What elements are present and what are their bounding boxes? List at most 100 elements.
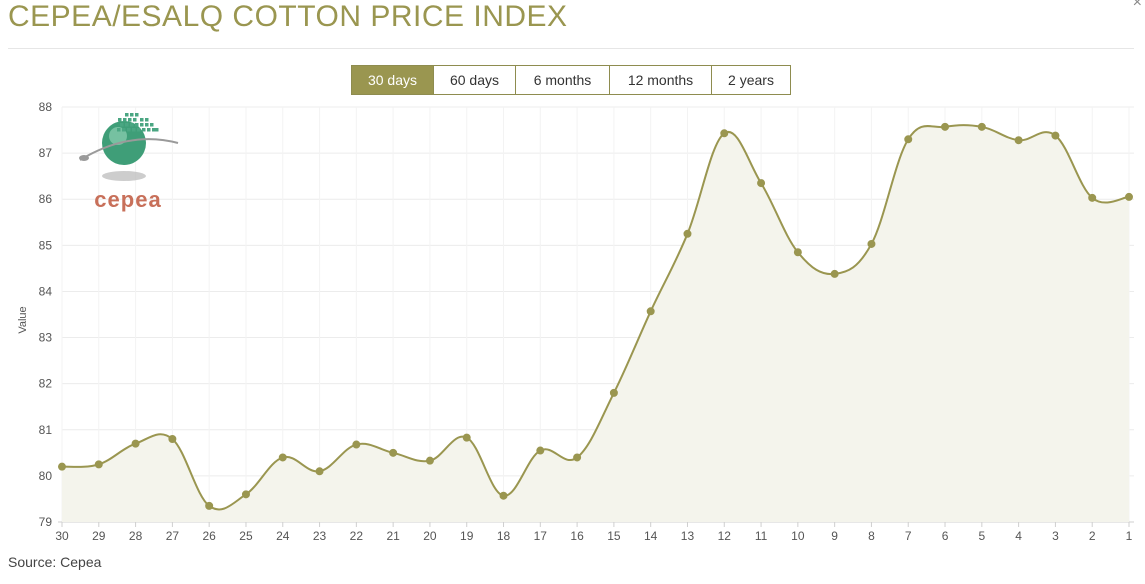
data-point-25[interactable] bbox=[241, 490, 250, 499]
logo-pixel bbox=[152, 128, 156, 132]
cepea-logo: cepea bbox=[79, 113, 179, 212]
data-point-1[interactable] bbox=[1125, 192, 1133, 201]
x-tick-label: 13 bbox=[681, 529, 695, 543]
logo-pixel bbox=[130, 113, 134, 117]
data-point-14[interactable] bbox=[646, 307, 655, 316]
x-tick-label: 23 bbox=[313, 529, 327, 543]
logo-pixel bbox=[140, 123, 144, 127]
data-point-15[interactable] bbox=[609, 388, 618, 397]
x-tick-label: 25 bbox=[239, 529, 253, 543]
logo-pixel bbox=[120, 123, 124, 127]
x-tick-label: 19 bbox=[460, 529, 474, 543]
logo-pixel bbox=[137, 128, 141, 132]
tab-2-years[interactable]: 2 years bbox=[728, 72, 774, 88]
chart-points bbox=[58, 122, 1133, 510]
logo-pixel bbox=[145, 123, 149, 127]
data-point-19[interactable] bbox=[462, 433, 471, 442]
data-point-6[interactable] bbox=[941, 122, 950, 131]
x-tick-label: 9 bbox=[831, 529, 838, 543]
x-tick-label: 4 bbox=[1015, 529, 1022, 543]
tab-12-months[interactable]: 12 months bbox=[610, 66, 712, 94]
logo-pixel bbox=[130, 123, 134, 127]
y-tick-label: 82 bbox=[39, 377, 53, 391]
data-point-3[interactable] bbox=[1051, 131, 1060, 140]
logo-pixel bbox=[142, 128, 146, 132]
data-point-18[interactable] bbox=[499, 491, 508, 500]
y-tick-label: 79 bbox=[39, 515, 53, 529]
data-point-29[interactable] bbox=[94, 460, 103, 469]
logo-pixel bbox=[147, 128, 151, 132]
chart-area bbox=[62, 125, 1129, 522]
data-point-11[interactable] bbox=[757, 179, 766, 188]
data-point-8[interactable] bbox=[867, 239, 876, 248]
x-tick-label: 24 bbox=[276, 529, 290, 543]
data-point-27[interactable] bbox=[168, 435, 177, 443]
x-tick-label: 5 bbox=[978, 529, 985, 543]
tab-6-months[interactable]: 6 months bbox=[516, 66, 610, 94]
x-tick-label: 6 bbox=[942, 529, 949, 543]
y-tick-label: 83 bbox=[39, 331, 53, 345]
x-tick-label: 26 bbox=[202, 529, 216, 543]
data-point-24[interactable] bbox=[278, 453, 287, 462]
logo-orbit-end bbox=[79, 155, 89, 161]
y-axis-label: Value bbox=[17, 306, 29, 333]
title-divider bbox=[8, 48, 1134, 49]
page-title: CEPEA/ESALQ COTTON PRICE INDEX bbox=[8, 0, 568, 33]
logo-pixel bbox=[122, 128, 126, 132]
data-point-23[interactable] bbox=[315, 467, 324, 476]
x-tick-label: 15 bbox=[607, 529, 621, 543]
tab-60-days[interactable]: 60 days bbox=[434, 66, 516, 94]
logo-pixel bbox=[145, 118, 149, 122]
logo-pixel-cluster bbox=[117, 113, 159, 132]
close-icon[interactable]: × bbox=[1132, 0, 1142, 11]
x-tick-label: 22 bbox=[350, 529, 364, 543]
data-point-10[interactable] bbox=[793, 248, 802, 257]
logo-orbit bbox=[79, 138, 179, 161]
data-point-12[interactable] bbox=[720, 129, 729, 138]
data-point-7[interactable] bbox=[904, 135, 913, 144]
y-tick-label: 88 bbox=[39, 100, 53, 114]
data-point-5[interactable] bbox=[977, 122, 986, 131]
data-point-13[interactable] bbox=[683, 229, 692, 238]
logo-pixel bbox=[128, 118, 132, 122]
tab-30-days[interactable]: 30 days bbox=[352, 66, 434, 94]
x-tick-label: 11 bbox=[755, 529, 768, 543]
x-tick-label: 30 bbox=[55, 529, 69, 543]
data-point-28[interactable] bbox=[131, 439, 140, 448]
logo-pixel bbox=[125, 123, 129, 127]
data-point-20[interactable] bbox=[425, 456, 434, 465]
x-tick-label: 28 bbox=[129, 529, 143, 543]
x-tick-label: 21 bbox=[386, 529, 400, 543]
x-tick-label: 14 bbox=[644, 529, 658, 543]
y-tick-label: 87 bbox=[39, 146, 53, 160]
x-tick-label: 16 bbox=[570, 529, 584, 543]
logo-pixel bbox=[118, 118, 122, 122]
x-tick-label: 7 bbox=[905, 529, 912, 543]
data-point-17[interactable] bbox=[536, 446, 545, 455]
y-axis-ticks: 79 80 81 82 83 84 85 86 87 88 bbox=[39, 100, 53, 529]
data-point-30[interactable] bbox=[58, 462, 66, 471]
y-tick-label: 86 bbox=[39, 192, 53, 206]
x-tick-label: 12 bbox=[718, 529, 732, 543]
data-point-22[interactable] bbox=[352, 440, 361, 449]
x-tick-label: 3 bbox=[1052, 529, 1059, 543]
y-tick-label: 84 bbox=[39, 284, 53, 298]
logo-pixel bbox=[155, 128, 159, 132]
x-tick-label: 1 bbox=[1126, 529, 1133, 543]
logo-pixel bbox=[117, 128, 121, 132]
data-point-21[interactable] bbox=[389, 448, 398, 457]
data-point-4[interactable] bbox=[1014, 136, 1023, 145]
x-tick-label: 27 bbox=[166, 529, 180, 543]
logo-pixel bbox=[135, 123, 139, 127]
logo-pixel bbox=[150, 123, 154, 127]
x-tick-label: 2 bbox=[1089, 529, 1096, 543]
data-point-2[interactable] bbox=[1088, 193, 1097, 202]
x-tick-label: 8 bbox=[868, 529, 875, 543]
data-point-16[interactable] bbox=[573, 453, 582, 462]
logo-pixel bbox=[135, 113, 139, 117]
logo-pixel bbox=[125, 113, 129, 117]
data-point-9[interactable] bbox=[830, 269, 839, 278]
data-point-26[interactable] bbox=[205, 501, 214, 510]
x-tick-label: 17 bbox=[534, 529, 548, 543]
